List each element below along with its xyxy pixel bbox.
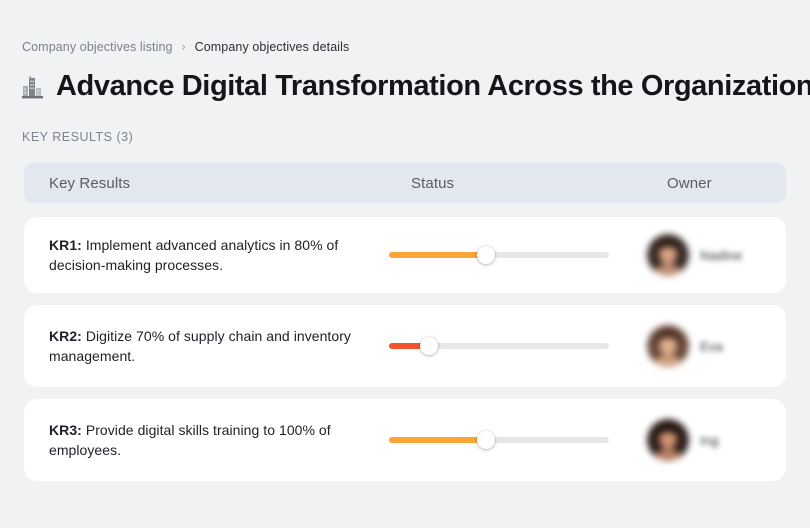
avatar (647, 234, 689, 276)
progress-slider[interactable] (389, 246, 609, 264)
status-cell (389, 431, 647, 449)
table-header-row: Key Results Status Owner (24, 163, 786, 203)
breadcrumb-link-objectives-listing[interactable]: Company objectives listing (22, 40, 173, 54)
owner-name: Ing (700, 432, 719, 448)
owner-name: Eva (700, 338, 724, 354)
key-results-table: Key Results Status Owner KR1: Implement … (24, 163, 786, 493)
column-header-status: Status (411, 174, 455, 192)
avatar (647, 325, 689, 367)
slider-thumb[interactable] (476, 246, 495, 264)
slider-fill (389, 252, 486, 258)
office-building-icon (20, 74, 46, 102)
slider-thumb[interactable] (476, 431, 495, 449)
owner-cell: Nadine (647, 234, 742, 276)
key-result-text: KR3: Provide digital skills training to … (49, 420, 389, 460)
avatar (647, 419, 689, 461)
page-title: Advance Digital Transformation Across th… (56, 70, 810, 102)
owner-cell: Eva (647, 325, 723, 367)
slider-track (389, 343, 609, 349)
key-result-label: KR1: (49, 237, 82, 253)
key-result-label: KR3: (49, 422, 82, 438)
column-header-key-results: Key Results (49, 174, 131, 192)
breadcrumb: Company objectives listing › Company obj… (22, 39, 349, 55)
table-row[interactable]: KR2: Digitize 70% of supply chain and in… (24, 305, 786, 387)
slider-thumb[interactable] (419, 337, 438, 355)
table-row[interactable]: KR1: Implement advanced analytics in 80%… (24, 217, 786, 293)
progress-slider[interactable] (389, 337, 609, 355)
key-results-section-label: KEY RESULTS (3) (22, 130, 134, 144)
slider-fill (389, 343, 429, 349)
chevron-right-icon: › (181, 39, 186, 54)
key-result-text: KR1: Implement advanced analytics in 80%… (49, 235, 389, 275)
table-row[interactable]: KR3: Provide digital skills training to … (24, 399, 786, 481)
key-result-description: Implement advanced analytics in 80% of d… (49, 237, 339, 273)
slider-track (389, 252, 609, 258)
slider-track (389, 437, 609, 443)
key-result-description: Provide digital skills training to 100% … (49, 422, 331, 458)
table-body: KR1: Implement advanced analytics in 80%… (24, 217, 786, 481)
status-cell (389, 246, 647, 264)
breadcrumb-current-objective-details: Company objectives details (194, 40, 350, 54)
key-result-label: KR2: (49, 328, 82, 344)
column-header-owner: Owner (667, 174, 712, 192)
slider-fill (389, 437, 486, 443)
page-title-row: Advance Digital Transformation Across th… (20, 66, 810, 106)
key-result-description: Digitize 70% of supply chain and invento… (49, 328, 351, 364)
owner-name: Nadine (700, 247, 743, 263)
owner-cell: Ing (647, 419, 719, 461)
status-cell (389, 337, 647, 355)
key-result-text: KR2: Digitize 70% of supply chain and in… (49, 326, 389, 366)
progress-slider[interactable] (389, 431, 609, 449)
